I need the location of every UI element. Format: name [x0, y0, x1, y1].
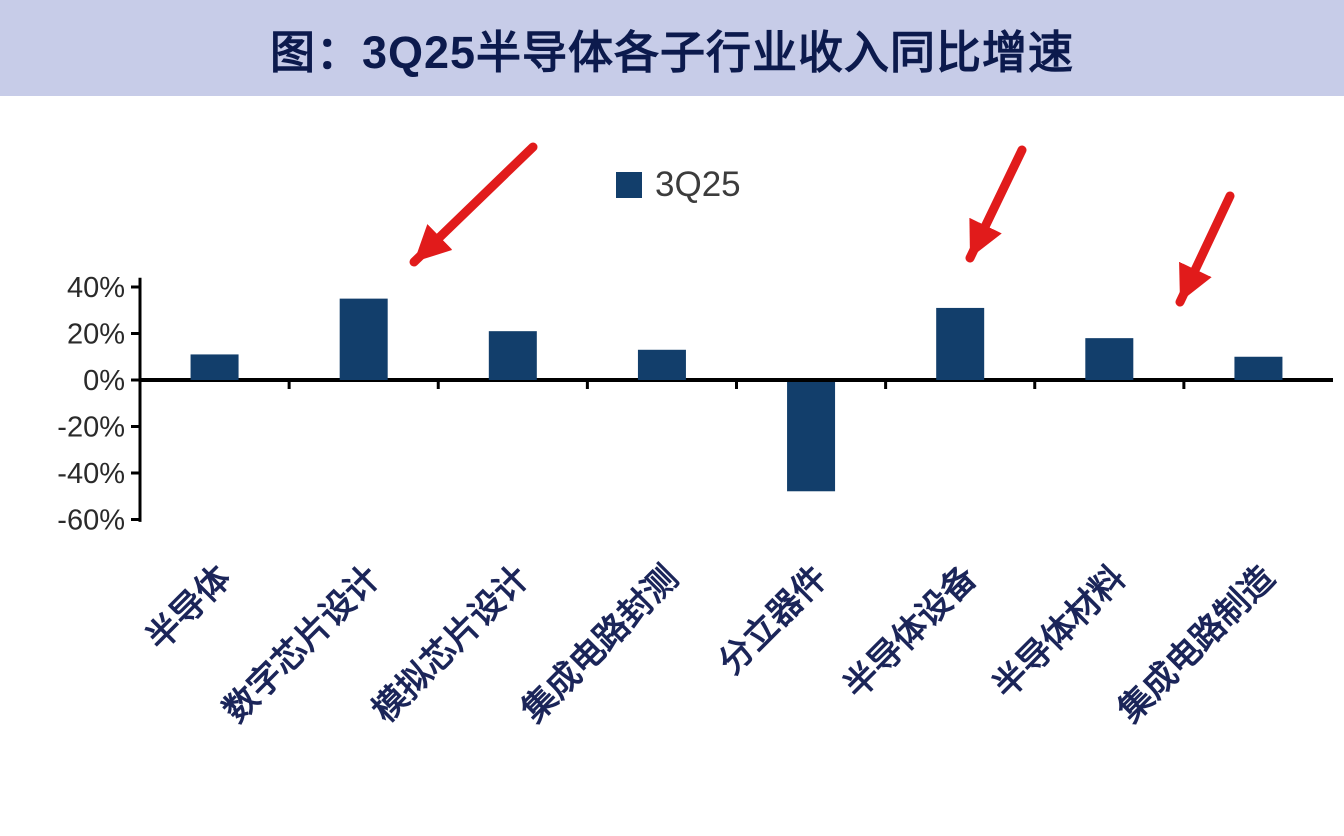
bar-集成电路制造 — [1234, 356, 1283, 380]
red-arrow-数字芯片设计 — [409, 142, 538, 267]
x-category-label: 半导体 — [139, 559, 238, 658]
x-category-label: 分立器件 — [712, 559, 835, 682]
y-tick-label: -60% — [57, 505, 125, 537]
bar-半导体 — [190, 354, 239, 380]
chart-header: 图：3Q25半导体各子行业收入同比增速 — [0, 0, 1344, 96]
y-tick-label: 0% — [83, 365, 125, 397]
bar-半导体材料 — [1085, 338, 1134, 380]
y-tick-label: 40% — [67, 272, 125, 304]
bar-半导体设备 — [936, 307, 985, 380]
y-tick-label: -20% — [57, 412, 125, 444]
x-category-label: 半导体设备 — [837, 558, 985, 706]
bar-模拟芯片设计 — [488, 331, 537, 380]
bars — [190, 298, 1283, 492]
legend-label: 3Q25 — [655, 165, 741, 204]
x-category-label: 数字芯片设计 — [216, 559, 387, 730]
annotation-arrows — [409, 142, 1235, 307]
bar-集成电路封测 — [637, 349, 686, 380]
x-category-label: 模拟芯片设计 — [365, 559, 536, 730]
red-arrow-半导体材料 — [1175, 191, 1235, 307]
y-tick-label: 20% — [67, 319, 125, 351]
x-category-label: 半导体材料 — [986, 559, 1133, 706]
legend-swatch — [616, 172, 642, 198]
red-arrow-半导体设备 — [965, 145, 1027, 263]
x-category-label: 集成电路封测 — [514, 559, 686, 731]
bar-数字芯片设计 — [339, 298, 388, 380]
axes — [131, 277, 1333, 522]
y-tick-label: -40% — [57, 458, 125, 490]
bar-分立器件 — [787, 382, 836, 492]
x-category-label: 集成电路制造 — [1110, 559, 1282, 731]
chart-title: 图：3Q25半导体各子行业收入同比增速 — [269, 26, 1075, 78]
legend: 3Q25 — [616, 165, 741, 205]
